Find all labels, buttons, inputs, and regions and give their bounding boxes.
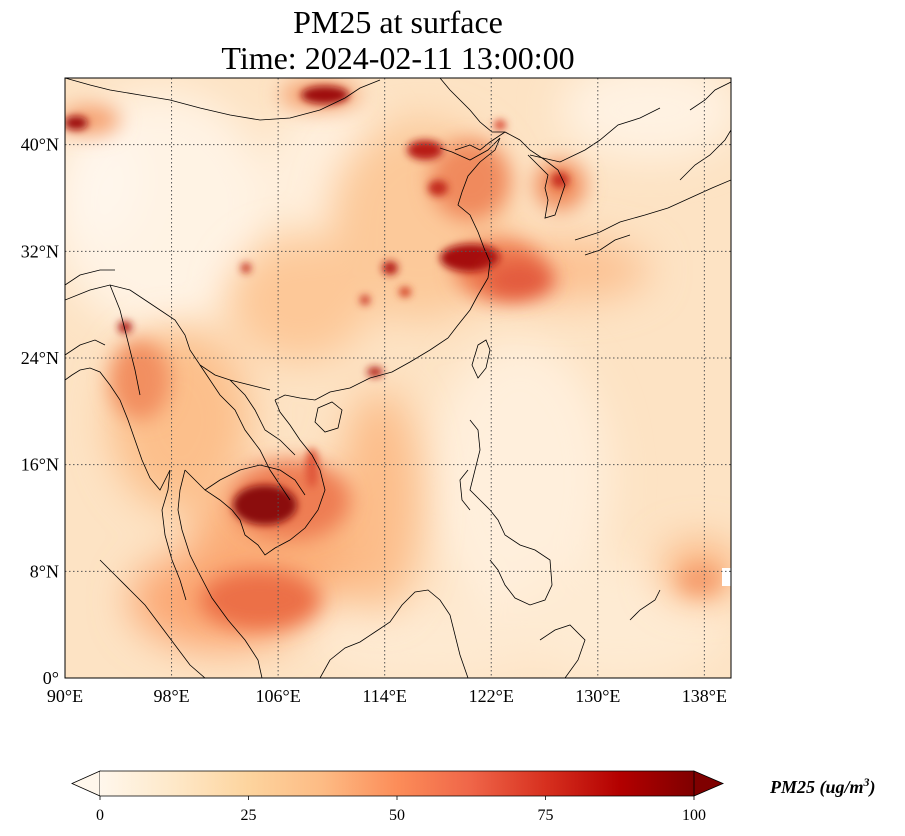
y-tick-label: 8°N <box>30 561 59 581</box>
colorbar-min-extend-arrow <box>71 770 101 797</box>
lat-lon-gridlines <box>65 78 731 678</box>
x-tick-label: 90°E <box>47 686 83 706</box>
colorbar-tick-label: 100 <box>682 807 706 824</box>
y-axis-tick-labels: 0° 8°N 16°N 24°N 32°N 40°N <box>21 135 59 688</box>
colorbar-tick-label: 75 <box>538 807 554 824</box>
colorbar-label: PM25 (ug/m3) <box>769 775 876 798</box>
y-tick-label: 0° <box>43 668 59 688</box>
x-tick-label: 122°E <box>469 686 514 706</box>
map-title: PM25 at surface <box>293 4 503 40</box>
y-tick-label: 24°N <box>21 348 59 368</box>
x-tick-label: 130°E <box>575 686 620 706</box>
map-subtitle-time: Time: 2024-02-11 13:00:00 <box>221 40 575 76</box>
x-tick-label: 114°E <box>362 686 407 706</box>
colorbar-gradient <box>100 771 694 796</box>
colorbar-tick-label: 50 <box>389 807 405 824</box>
x-tick-label: 98°E <box>153 686 189 706</box>
x-tick-label: 138°E <box>682 686 727 706</box>
pm25-concentration-field <box>65 78 731 678</box>
y-tick-label: 40°N <box>21 135 59 155</box>
x-tick-label: 106°E <box>256 686 301 706</box>
y-tick-label: 16°N <box>21 455 59 475</box>
coastlines-and-borders <box>65 78 731 678</box>
colorbar-tick-labels: 0 25 50 75 100 <box>96 796 706 824</box>
x-axis-tick-labels: 90°E 98°E 106°E 114°E 122°E 130°E 138°E <box>47 686 727 706</box>
colorbar-tick-label: 0 <box>96 807 104 824</box>
colorbar-tick-label: 25 <box>241 807 257 824</box>
map-frame <box>64 77 732 679</box>
y-tick-label: 32°N <box>21 241 59 261</box>
colorbar: 0 25 50 75 100 PM25 (ug/m3) <box>71 770 876 824</box>
colorbar-max-extend-arrow <box>693 770 725 797</box>
